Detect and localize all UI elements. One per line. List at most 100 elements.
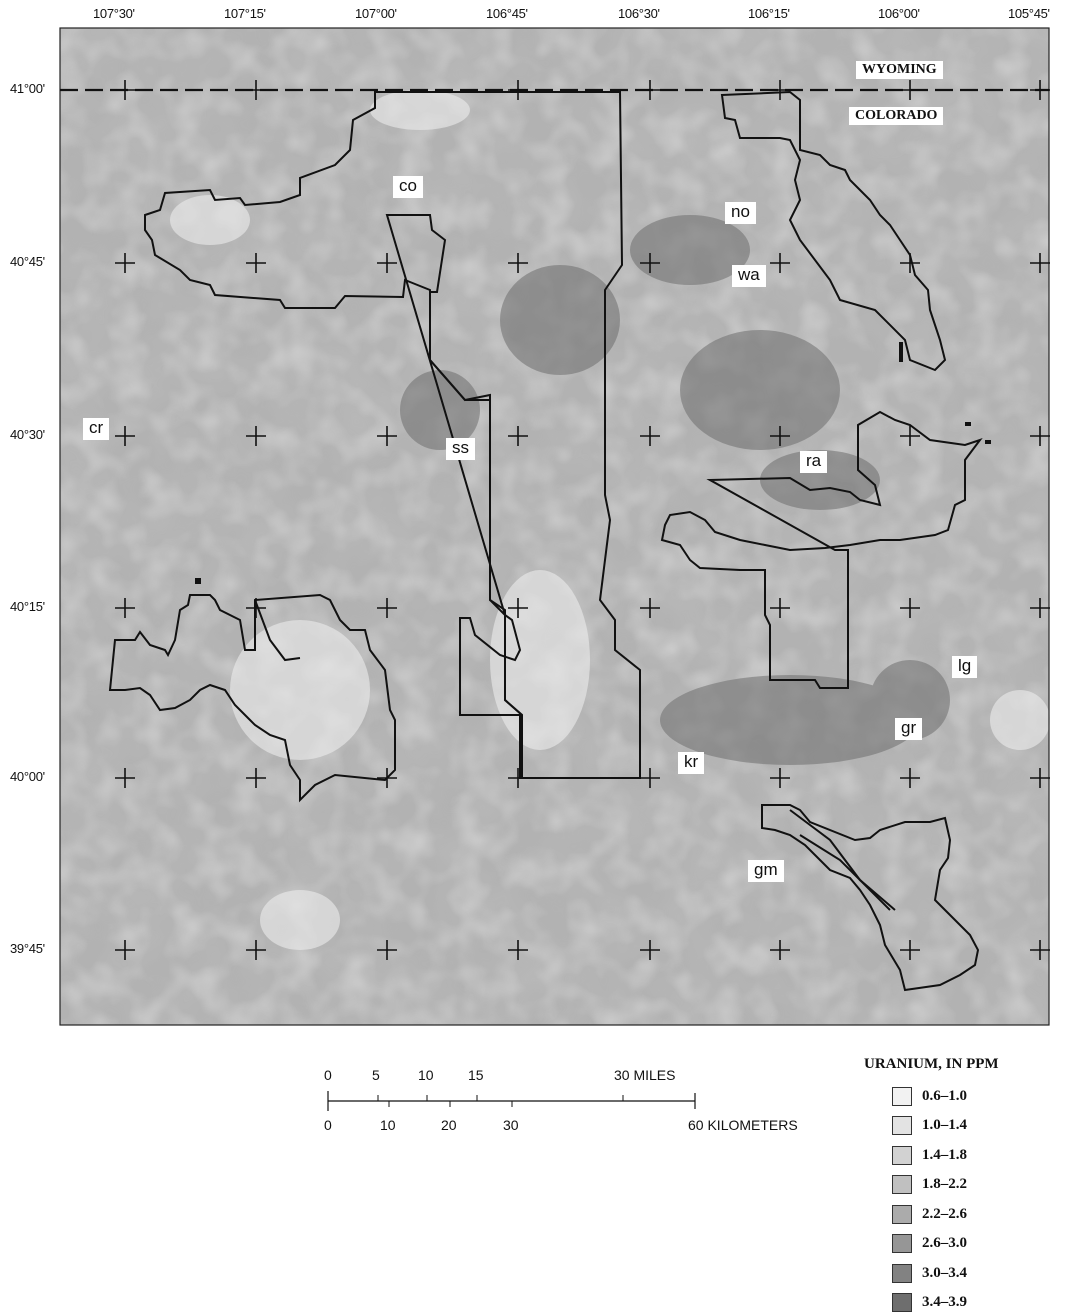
scale-km-30: 30 — [503, 1117, 519, 1133]
outline-ss — [385, 214, 523, 779]
legend-swatch — [892, 1116, 912, 1135]
scale-mile-30: 30 MILES — [614, 1067, 676, 1083]
legend-label: 1.4–1.8 — [922, 1146, 967, 1163]
graticule-cross — [246, 80, 266, 100]
legend-label: 3.4–3.9 — [922, 1294, 967, 1310]
area-label-ss: ss — [446, 438, 475, 460]
area-label-wa: wa — [732, 265, 766, 287]
latitude-tick-label: 40°15' — [10, 599, 45, 614]
longitude-tick-label: 106°15' — [748, 6, 790, 21]
legend-item: 1.0–1.4 — [892, 1115, 967, 1137]
graticule-cross — [900, 768, 920, 788]
scale-mile-10: 10 — [418, 1067, 434, 1083]
graticule-cross — [246, 940, 266, 960]
latitude-tick-label: 40°00' — [10, 769, 45, 784]
graticule-cross — [1030, 426, 1050, 446]
longitude-tick-label: 105°45' — [1008, 6, 1050, 21]
graticule-cross — [900, 940, 920, 960]
graticule-cross — [640, 598, 660, 618]
state-label-north: WYOMING — [856, 61, 943, 79]
graticule-cross — [377, 940, 397, 960]
graticule-cross — [1030, 598, 1050, 618]
latitude-tick-label: 41°00' — [10, 81, 45, 96]
graticule-cross — [1030, 80, 1050, 100]
outline-gm — [761, 804, 980, 992]
area-label-no: no — [725, 202, 756, 224]
graticule-cross — [900, 80, 920, 100]
legend-swatch — [892, 1234, 912, 1253]
latitude-tick-label: 39°45' — [10, 941, 45, 956]
graticule-cross — [246, 426, 266, 446]
graticule-cross — [508, 598, 528, 618]
legend-item: 2.6–3.0 — [892, 1233, 967, 1255]
latitude-tick-label: 40°30' — [10, 427, 45, 442]
legend-swatch — [892, 1204, 912, 1224]
graticule-cross — [115, 80, 135, 100]
legend-label: 1.8–2.2 — [922, 1176, 967, 1192]
outline-no — [720, 90, 947, 372]
graticule-cross — [640, 940, 660, 960]
area-label-ra: ra — [800, 451, 828, 473]
longitude-tick-label: 106°00' — [878, 6, 920, 21]
scale-mile-5: 5 — [372, 1067, 380, 1083]
legend-label: 2.2–2.6 — [922, 1205, 967, 1222]
graticule-cross — [1030, 253, 1050, 273]
area-label-lg: lg — [952, 656, 978, 678]
graticule-cross — [377, 426, 397, 446]
legend-item: 2.2–2.6 — [892, 1203, 967, 1225]
legend-label: 0.6–1.0 — [922, 1087, 967, 1104]
graticule-crosses — [115, 80, 1050, 960]
legend-item: 1.4–1.8 — [892, 1144, 967, 1166]
scale-km-60: 60 KILOMETERS — [688, 1117, 798, 1133]
legend-swatch — [892, 1293, 912, 1312]
state-label-south: COLORADO — [849, 107, 944, 125]
scale-mile-0: 0 — [324, 1067, 332, 1083]
legend-title: URANIUM, IN PPM — [864, 1056, 999, 1072]
legend-item: 1.8–2.2 — [892, 1174, 967, 1196]
graticule-cross — [115, 598, 135, 618]
legend-item: 3.4–3.9 — [892, 1292, 967, 1314]
latitude-tick-label: 40°45' — [10, 254, 45, 269]
graticule-cross — [246, 768, 266, 788]
scale-mile-15: 15 — [468, 1067, 484, 1083]
graticule-cross — [770, 253, 790, 273]
area-label-kr: kr — [678, 752, 705, 774]
graticule-cross — [640, 80, 660, 100]
graticule-cross — [377, 253, 397, 273]
longitude-tick-label: 107°30' — [93, 6, 135, 21]
graticule-cross — [640, 253, 660, 273]
scale-bar-lines — [327, 1091, 696, 1111]
graticule-cross — [115, 253, 135, 273]
area-label-cr: cr — [83, 418, 110, 440]
scale-km-0: 0 — [324, 1117, 332, 1133]
graticule-cross — [1030, 768, 1050, 788]
legend-swatch — [892, 1086, 912, 1106]
longitude-tick-label: 107°00' — [355, 6, 397, 21]
graticule-cross — [770, 80, 790, 100]
graticule-cross — [770, 768, 790, 788]
graticule-cross — [377, 598, 397, 618]
scale-km-20: 20 — [441, 1117, 457, 1133]
graticule-cross — [900, 598, 920, 618]
scale-km-10: 10 — [380, 1117, 396, 1133]
graticule-cross — [640, 426, 660, 446]
outline-ra — [660, 410, 983, 689]
graticule-cross — [508, 940, 528, 960]
legend-swatch — [892, 1175, 912, 1194]
outline-co — [144, 91, 641, 779]
legend-item: 3.0–3.4 — [892, 1262, 967, 1284]
graticule-cross — [246, 253, 266, 273]
boundary-specks — [195, 342, 991, 584]
graticule-cross — [508, 253, 528, 273]
graticule-cross — [115, 768, 135, 788]
longitude-tick-label: 106°30' — [618, 6, 660, 21]
legend-label: 2.6–3.0 — [922, 1235, 967, 1251]
legend-label: 1.0–1.4 — [922, 1117, 967, 1133]
area-label-gm: gm — [748, 860, 784, 882]
legend-swatch — [892, 1263, 912, 1283]
outline-cr — [108, 593, 396, 803]
area-outlines — [108, 90, 983, 992]
graticule-cross — [770, 598, 790, 618]
longitude-tick-label: 107°15' — [224, 6, 266, 21]
